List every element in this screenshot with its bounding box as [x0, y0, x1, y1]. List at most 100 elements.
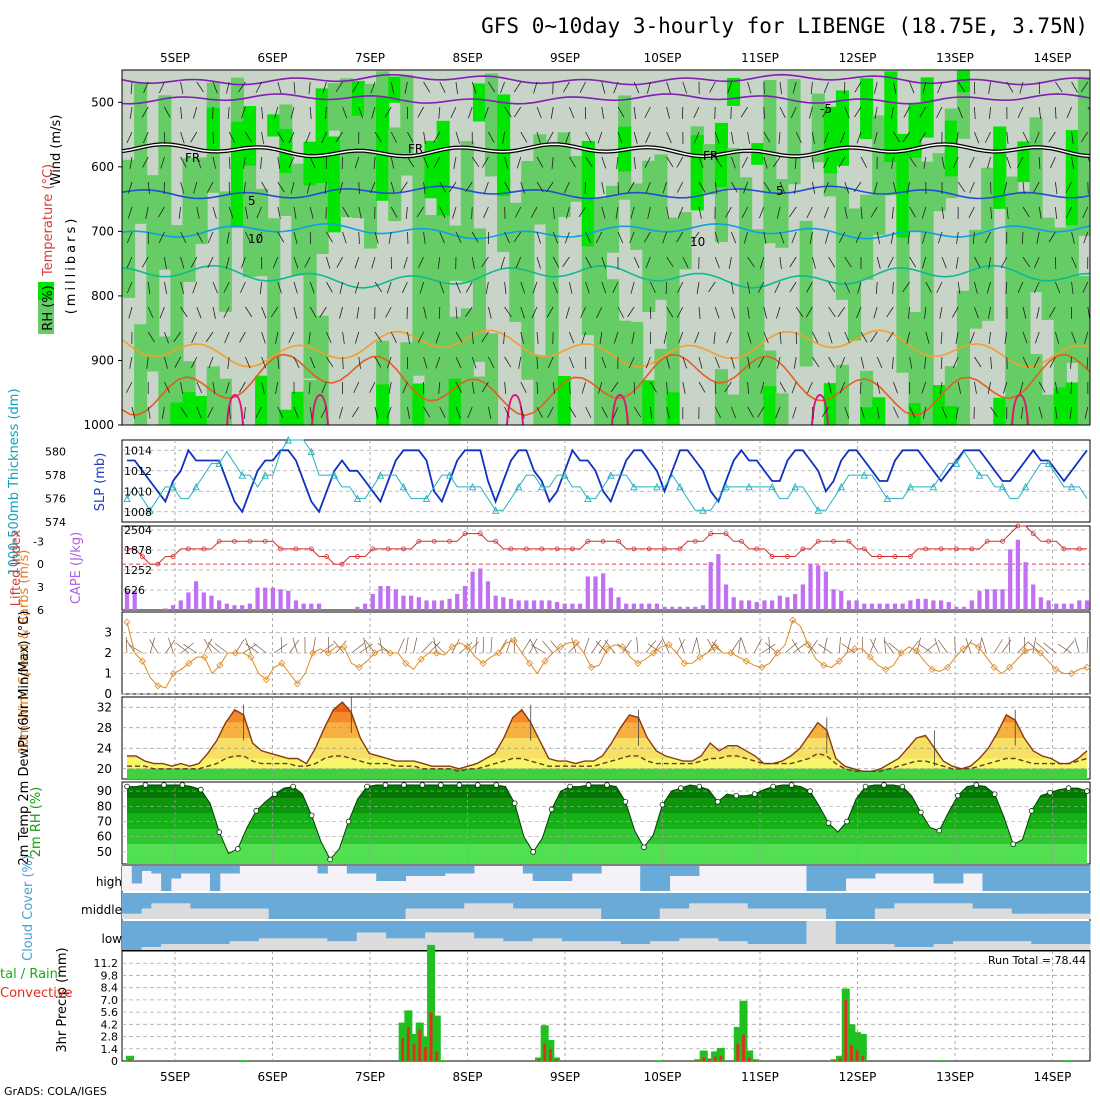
- wind-barb: [536, 131, 541, 144]
- date-tick-label-top: 9SEP: [550, 51, 580, 65]
- wind-barb: [423, 81, 431, 93]
- rh-mid-column: [146, 175, 160, 372]
- li-point: [877, 554, 883, 559]
- wind-barb: [990, 206, 993, 219]
- cloud-bar-clear: [835, 944, 847, 950]
- precip-convective-bar: [742, 1034, 745, 1061]
- wind-barb: [860, 156, 868, 168]
- wind-barb: [520, 281, 526, 294]
- wind-barb: [309, 106, 312, 119]
- precip-tick-label: 11.2: [94, 957, 119, 970]
- thickness-point: [791, 482, 799, 491]
- wind-barb: [358, 356, 361, 369]
- wind-barb: [757, 406, 765, 418]
- wind-speed-point: [371, 649, 379, 657]
- date-tick-label-top: 12SEP: [839, 51, 877, 65]
- li-point: [447, 538, 452, 544]
- cloud-bar: [865, 866, 876, 879]
- thickness-point: [537, 482, 546, 491]
- li-point: [831, 538, 836, 544]
- wind-barb: [585, 256, 592, 268]
- wind-barb: [1055, 106, 1057, 120]
- wind-barb: [416, 206, 424, 218]
- cloud-bar: [982, 866, 993, 891]
- wind-barb: [630, 206, 635, 219]
- wind-barb: [805, 306, 813, 318]
- cape-bar: [708, 562, 713, 610]
- rh-point: [788, 782, 795, 788]
- cloud-bar-clear: [415, 938, 426, 950]
- wind-barb: [856, 131, 862, 144]
- wind-barb: [747, 406, 754, 418]
- wind-barb: [449, 181, 457, 193]
- wind-barb: [147, 331, 155, 343]
- wind-barb: [987, 306, 991, 319]
- cloud-bar-clear: [738, 941, 749, 950]
- thickness-point: [699, 506, 707, 514]
- surface-wind-barb: [1043, 642, 1057, 654]
- rh-point: [198, 786, 204, 793]
- rh-point: [918, 809, 924, 816]
- wind-barb: [698, 356, 703, 369]
- cloud-bar: [738, 921, 749, 942]
- rh-point: [770, 783, 776, 790]
- cloud-bar: [659, 866, 671, 891]
- wind-barb: [906, 331, 910, 344]
- thickness-axis-label: 1000-500mb Thickness (dm): [7, 388, 22, 575]
- li-point: [754, 546, 760, 552]
- thickness-point: [284, 435, 293, 444]
- surface-wind-barb: [397, 638, 405, 654]
- rh-mid-column: [436, 329, 450, 425]
- wind-barb: [779, 231, 785, 244]
- rh-high-column: [751, 143, 765, 165]
- wind-tick-label: 2: [104, 646, 112, 660]
- cloud-bar-clear: [239, 941, 250, 950]
- li-point: [800, 546, 806, 552]
- wind-barb: [1033, 181, 1040, 193]
- wind-barb: [546, 181, 554, 193]
- cloud-bar: [581, 921, 592, 942]
- slp-axis-label: SLP (mb): [93, 453, 108, 512]
- cloud-bar-clear: [474, 938, 485, 950]
- surface-wind-barb: [696, 637, 701, 654]
- surface-wind-barb: [676, 639, 686, 654]
- cloud-bar-clear: [415, 908, 426, 919]
- cloud-bar: [591, 921, 602, 942]
- wind-barb: [763, 306, 768, 319]
- wind-barb: [646, 81, 651, 94]
- cape-bar: [301, 603, 306, 610]
- cloud-bar-clear: [219, 908, 231, 919]
- wind-barb: [650, 281, 656, 294]
- rh-mid-column: [1005, 176, 1019, 394]
- rh-point: [1047, 789, 1053, 796]
- wind-barb: [190, 256, 198, 268]
- wind-barb: [952, 356, 959, 369]
- wind-barb: [192, 281, 198, 294]
- wind-barb: [513, 231, 522, 243]
- wind-barb: [290, 106, 295, 119]
- wind-barb: [335, 81, 343, 93]
- wind-speed-point: [138, 657, 147, 665]
- rh-high-column: [279, 409, 293, 425]
- cloud-bar: [806, 866, 817, 891]
- wind-barb: [261, 331, 266, 344]
- wind-barb: [208, 356, 214, 369]
- rh-high-column: [303, 141, 317, 186]
- cloud-bar-clear: [542, 908, 553, 919]
- rh-mid-column: [872, 115, 886, 235]
- wind-barb: [886, 306, 894, 318]
- cape-tick-label: 1252: [124, 564, 152, 577]
- wind-barb: [438, 381, 441, 394]
- cloud-bar-clear: [444, 932, 455, 950]
- wind-barb: [518, 356, 522, 369]
- wind-barb: [645, 131, 651, 144]
- wind-barb: [757, 356, 765, 368]
- cloud-bar: [131, 921, 143, 950]
- wind-barb: [903, 106, 910, 118]
- wind-barb: [791, 231, 797, 244]
- cloud-bar: [796, 921, 807, 945]
- cloud-bar: [552, 893, 563, 909]
- wind-barb: [633, 81, 640, 94]
- wind-barb: [520, 181, 525, 194]
